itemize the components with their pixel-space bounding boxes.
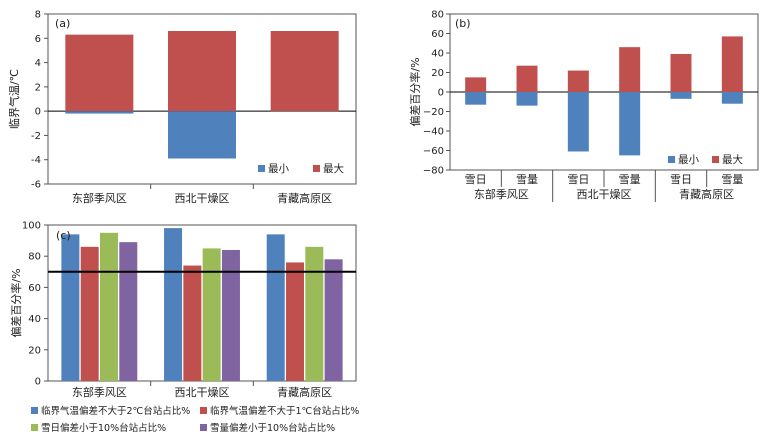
x-category-label-b: 雪量 [516,173,538,186]
x-category-label-b: 雪日 [670,173,692,186]
y-tick-label-a: 8 [35,10,41,21]
legend-label-c: 临界气温偏差不大于1℃台站占比% [210,405,359,417]
bar-b-max [567,70,589,92]
bar-c-series-3 [99,232,118,381]
y-tick-label-b: 60 [431,29,444,40]
x-category-label-b: 雪日 [465,173,487,186]
x-category-label-a: 东部季风区 [72,191,127,205]
y-tick-label-a: 4 [35,58,41,69]
legend-label-b: 最大 [722,153,743,166]
y-tick-label-a: 0 [35,107,41,118]
bar-c-series-1 [266,234,285,381]
bar-c-series-4 [119,242,138,381]
bar-c-series-2 [286,262,305,381]
y-tick-label-b: −20 [423,107,444,118]
bar-a-min [168,111,236,159]
bar-b-min [465,92,487,105]
y-tick-label-a: 6 [35,34,41,45]
bar-c-series-1 [61,234,80,381]
y-tick-label-b: 40 [431,49,444,60]
x-category-label-b: 雪量 [721,173,743,186]
x-category-label-c: 青藏高原区 [277,385,332,399]
y-tick-label-c: 100 [22,221,41,232]
legend-label-c: 雪量偏差小于10%台站占比% [210,422,335,434]
legend-swatch-c [200,424,207,431]
bar-b-max [619,47,641,92]
y-axis-label-a: 临界气温/℃ [7,69,21,129]
panel-label-a: (a) [55,17,70,30]
y-tick-label-c: 40 [28,314,41,325]
legend-label-b: 最小 [678,154,699,166]
x-group-label-b: 西北干燥区 [577,188,632,201]
x-category-label-c: 西北干燥区 [175,386,230,399]
bar-b-min [516,92,538,106]
legend-label-a: 最大 [323,162,344,175]
panel-label-c: (c) [56,229,71,242]
legend-label-a: 最小 [268,163,289,175]
legend-label-c: 雪日偏差小于10%台站占比% [41,422,166,434]
bar-c-series-4 [324,259,343,381]
y-tick-label-b: −80 [423,166,444,177]
x-category-label-a: 青藏高原区 [277,191,332,205]
y-tick-label-c: 0 [35,377,41,388]
legend-swatch-b [668,156,675,163]
bar-a-max [270,31,339,112]
legend-swatch-c [200,407,207,414]
bar-c-series-2 [80,246,99,381]
bar-b-min [567,92,589,152]
bar-c-series-2 [183,265,202,381]
plot-area-c [47,224,357,382]
legend-swatch-c [31,407,38,414]
legend-label-c: 临界气温偏差不大于2℃台站占比% [41,405,190,417]
y-tick-label-a: -2 [31,131,41,142]
x-category-label-b: 雪量 [619,173,641,186]
bar-a-max [65,34,134,112]
y-tick-label-b: 20 [431,68,444,79]
legend-swatch-b [712,156,719,163]
y-tick-label-c: 80 [28,252,41,263]
x-group-label-b: 东部季风区 [474,187,529,201]
y-tick-label-a: 2 [35,82,41,93]
y-tick-label-c: 60 [28,283,41,294]
x-group-label-b: 青藏高原区 [679,187,734,201]
y-tick-label-b: −40 [423,127,444,138]
bar-a-max [168,31,236,112]
bar-c-series-3 [305,246,324,381]
x-category-label-b: 雪日 [567,173,589,186]
y-tick-label-b: 0 [438,88,444,99]
bar-b-max [670,53,692,92]
y-tick-label-b: −60 [423,146,444,157]
x-category-label-a: 西北干燥区 [175,192,230,205]
bar-b-max [516,65,538,92]
legend-swatch-c [31,424,38,431]
y-tick-label-b: 80 [431,10,444,21]
bar-a-min [65,111,134,114]
y-tick-label-c: 20 [28,345,41,356]
bar-b-min [721,92,743,104]
y-axis-label-c: 偏差百分率/% [9,268,23,337]
bar-b-min [670,92,692,99]
plot-area-a [47,13,357,185]
bar-b-max [465,77,487,92]
y-axis-label-b: 偏差百分率/% [408,57,422,126]
bar-c-series-1 [164,228,183,381]
bar-c-series-4 [221,249,240,381]
bar-b-min [619,92,641,156]
y-tick-label-a: -4 [31,155,41,166]
bar-b-max [721,36,743,92]
bar-c-series-3 [202,248,221,381]
legend-swatch-a [258,165,265,172]
y-tick-label-a: -6 [31,180,41,191]
panel-label-b: (b) [455,17,471,30]
x-category-label-c: 东部季风区 [72,385,127,399]
legend-swatch-a [313,165,320,172]
